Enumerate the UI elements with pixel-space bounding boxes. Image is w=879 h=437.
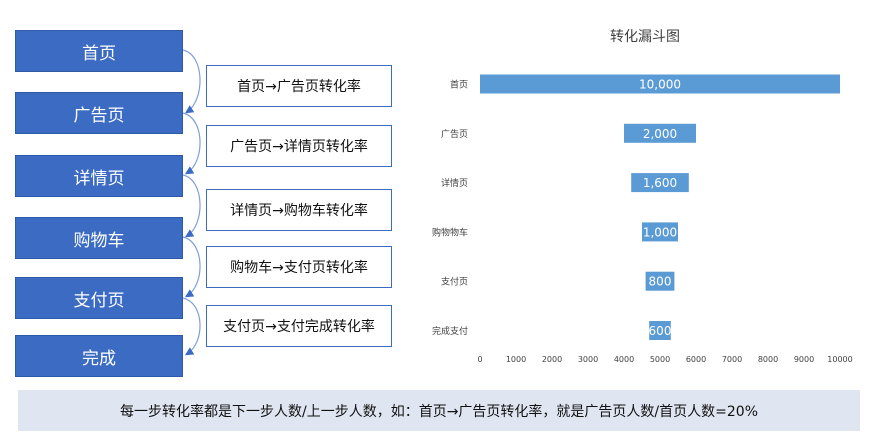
connector-4 xyxy=(182,236,201,298)
data-label-1: 2,000 xyxy=(643,127,677,141)
category-label-5: 完成支付 xyxy=(432,325,468,337)
data-label-4: 800 xyxy=(649,275,672,289)
funnel-bar-2 xyxy=(631,173,689,193)
x-tick-label-9: 9000 xyxy=(794,355,814,364)
connector-3 xyxy=(182,174,201,238)
data-label-5: 600 xyxy=(649,324,672,338)
step-connectors xyxy=(182,49,201,356)
connector-1 xyxy=(182,49,201,114)
step-box-ad-page: 广告页 xyxy=(15,92,183,134)
x-tick-label-1: 1000 xyxy=(506,355,526,364)
step-box-payment-page: 支付页 xyxy=(15,277,183,319)
category-label-2: 详情页 xyxy=(441,177,468,189)
connector-5 xyxy=(182,297,201,356)
x-tick-label-8: 8000 xyxy=(758,355,778,364)
category-label-3: 购物物车 xyxy=(432,226,468,238)
x-tick-label-5: 5000 xyxy=(650,355,670,364)
x-tick-label-2: 2000 xyxy=(542,355,562,364)
explanation-note: 每一步转化率都是下一步人数/上一步人数，如：首页→广告页转化率，就是广告页人数/… xyxy=(18,390,860,431)
data-label-0: 10,000 xyxy=(639,78,681,92)
data-label-2: 1,600 xyxy=(643,176,677,190)
rate-box-payment-to-complete: 支付页→支付完成转化率 xyxy=(206,305,392,347)
funnel-bar-5 xyxy=(649,321,671,340)
x-tick-label-6: 6000 xyxy=(686,355,706,364)
x-tick-label-4: 4000 xyxy=(614,355,634,364)
funnel-bar-3 xyxy=(642,222,678,242)
category-label-4: 支付页 xyxy=(441,276,468,288)
rate-box-ad-to-detail: 广告页→详情页转化率 xyxy=(206,125,392,167)
funnel-bar-1 xyxy=(624,123,696,143)
step-box-homepage: 首页 xyxy=(15,30,183,72)
rate-box-home-to-ad: 首页→广告页转化率 xyxy=(206,65,392,107)
connector-2 xyxy=(182,112,201,175)
funnel-bar-4 xyxy=(645,271,675,291)
x-tick-label-7: 7000 xyxy=(722,355,742,364)
rate-box-cart-to-payment: 购物车→支付页转化率 xyxy=(206,246,392,288)
rate-box-detail-to-cart: 详情页→购物车转化率 xyxy=(206,189,392,231)
step-box-complete: 完成 xyxy=(15,335,183,377)
step-box-detail-page: 详情页 xyxy=(15,155,183,197)
x-tick-label-10: 10000 xyxy=(827,355,852,364)
x-tick-label-0: 0 xyxy=(477,355,482,364)
funnel-chart: 10,000 首页 2,000 广告页 1,600 详情页 1,000 购物物车 800 支付页 6… xyxy=(432,74,853,364)
x-tick-label-3: 3000 xyxy=(578,355,598,364)
data-label-3: 1,000 xyxy=(643,225,677,239)
category-label-0: 首页 xyxy=(450,79,468,91)
category-label-1: 广告页 xyxy=(441,128,468,140)
chart-title: 转化漏斗图 xyxy=(610,29,680,45)
funnel-bar-0 xyxy=(480,74,840,94)
step-box-cart: 购物车 xyxy=(15,217,183,259)
